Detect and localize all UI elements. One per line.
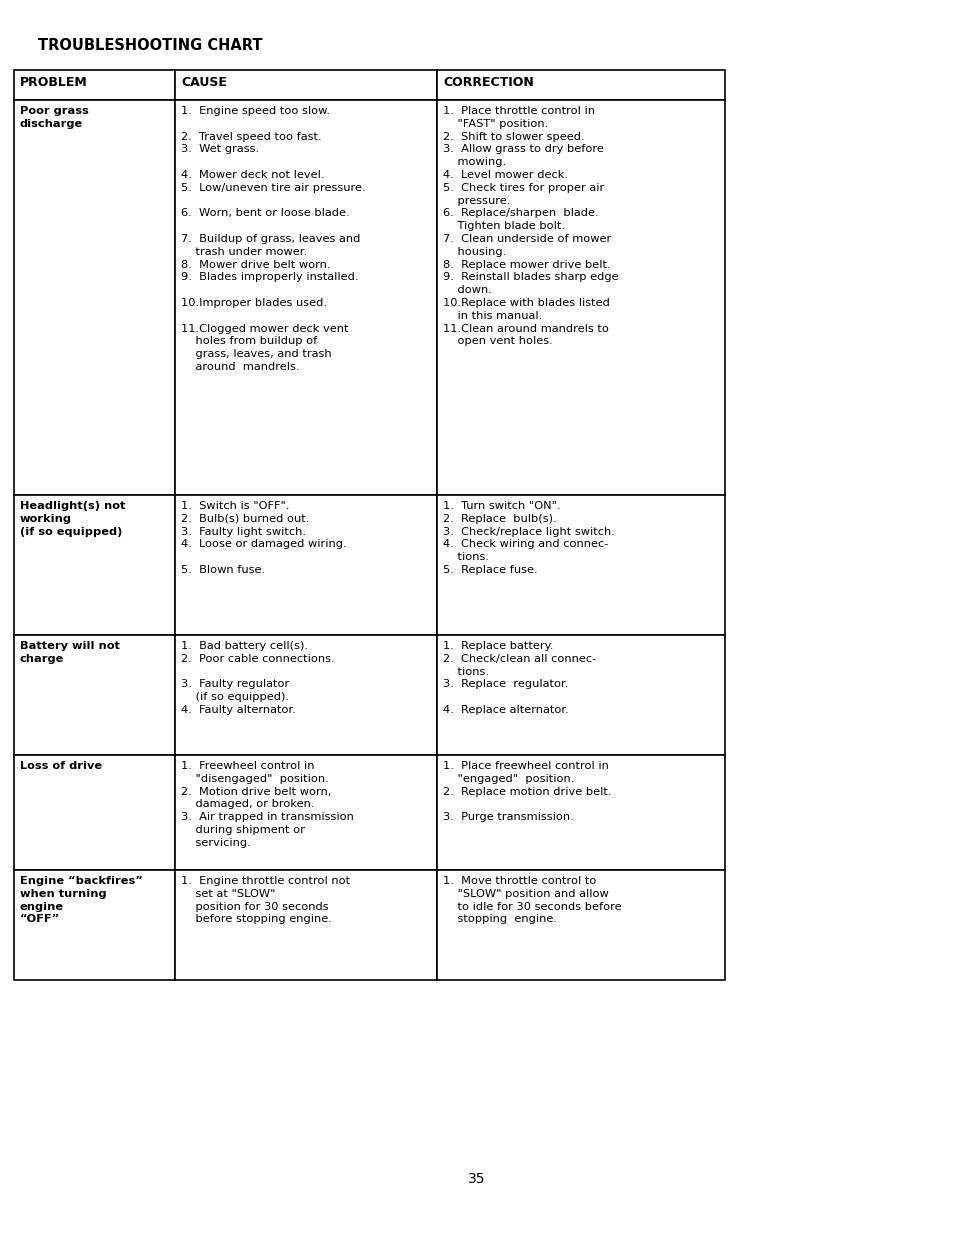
Bar <box>174 495 436 636</box>
Text: TROUBLESHOOTING CHART: TROUBLESHOOTING CHART <box>38 38 262 53</box>
Bar <box>174 70 436 100</box>
Bar <box>14 636 174 755</box>
Bar <box>436 636 724 755</box>
Bar <box>174 755 436 870</box>
Bar <box>436 495 724 636</box>
Text: Headlight(s) not
working
(if so equipped): Headlight(s) not working (if so equipped… <box>20 501 125 537</box>
Text: 1.  Engine speed too slow.

2.  Travel speed too fast.
3.  Wet grass.

4.  Mower: 1. Engine speed too slow. 2. Travel spee… <box>181 106 365 371</box>
Text: 1.  Freewheel control in
    "disengaged"  position.
2.  Motion drive belt worn,: 1. Freewheel control in "disengaged" pos… <box>181 761 354 848</box>
Bar <box>436 870 724 980</box>
Text: CORRECTION: CORRECTION <box>442 77 533 89</box>
Text: 1.  Move throttle control to
    "SLOW" position and allow
    to idle for 30 se: 1. Move throttle control to "SLOW" posit… <box>442 876 621 924</box>
Text: 1.  Bad battery cell(s).
2.  Poor cable connections.

3.  Faulty regulator
    (: 1. Bad battery cell(s). 2. Poor cable co… <box>181 640 335 714</box>
Bar <box>436 755 724 870</box>
Text: PROBLEM: PROBLEM <box>20 77 88 89</box>
Text: 1.  Switch is "OFF".
2.  Bulb(s) burned out.
3.  Faulty light switch.
4.  Loose : 1. Switch is "OFF". 2. Bulb(s) burned ou… <box>181 501 346 575</box>
Bar <box>436 100 724 495</box>
Text: 1.  Turn switch "ON".
2.  Replace  bulb(s).
3.  Check/replace light switch.
4.  : 1. Turn switch "ON". 2. Replace bulb(s).… <box>442 501 615 575</box>
Bar <box>436 70 724 100</box>
Text: 1.  Engine throttle control not
    set at "SLOW"
    position for 30 seconds
  : 1. Engine throttle control not set at "S… <box>181 876 350 924</box>
Text: 35: 35 <box>468 1172 485 1186</box>
Bar <box>14 870 174 980</box>
Bar <box>174 636 436 755</box>
Bar <box>174 100 436 495</box>
Text: Loss of drive: Loss of drive <box>20 761 102 771</box>
Text: 1.  Replace battery.
2.  Check/clean all connec-
    tions.
3.  Replace  regulat: 1. Replace battery. 2. Check/clean all c… <box>442 640 596 714</box>
Bar <box>14 755 174 870</box>
Bar <box>14 70 174 100</box>
Text: Poor grass
discharge: Poor grass discharge <box>20 106 89 128</box>
Text: Battery will not
charge: Battery will not charge <box>20 640 120 664</box>
Text: CAUSE: CAUSE <box>181 77 227 89</box>
Bar <box>174 870 436 980</box>
Text: 1.  Place throttle control in
    "FAST" position.
2.  Shift to slower speed.
3.: 1. Place throttle control in "FAST" posi… <box>442 106 618 347</box>
Text: 1.  Place freewheel control in
    "engaged"  position.
2.  Replace motion drive: 1. Place freewheel control in "engaged" … <box>442 761 611 822</box>
Bar <box>14 495 174 636</box>
Text: Engine “backfires”
when turning
engine
“OFF”: Engine “backfires” when turning engine “… <box>20 876 143 924</box>
Bar <box>14 100 174 495</box>
